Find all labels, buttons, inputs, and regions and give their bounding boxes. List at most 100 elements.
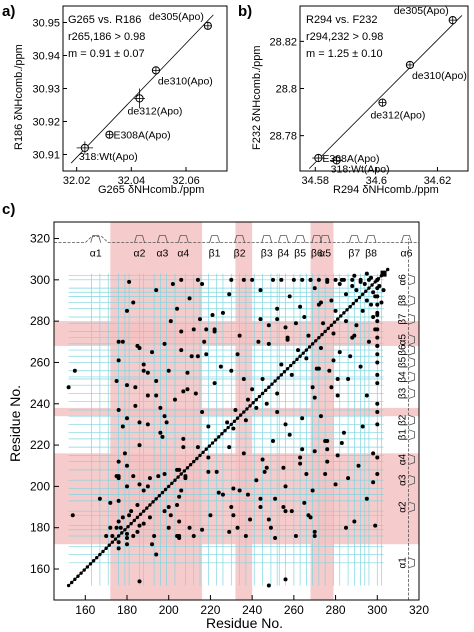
chart-c-diagonal-point [248, 404, 252, 408]
chart-c-contact-sym [323, 472, 328, 476]
chart-c-ss-top-label: β3 [261, 248, 273, 260]
chart-c-diagonal-point [198, 453, 202, 458]
chart-c-contact [145, 484, 150, 489]
chart-c-contact [250, 387, 255, 392]
chart-c-ss-right-label: β7 [398, 313, 409, 325]
chart-c-diagonal-point [279, 373, 284, 377]
chart-c-contact-sym [335, 376, 340, 381]
chart-c-contact [381, 288, 386, 293]
chart-c-ss-right-segment [408, 295, 415, 306]
chart-c-contact-sym [227, 292, 232, 297]
chart-c-contact-sym [154, 552, 159, 557]
chart-c-ytick-label: 220 [30, 438, 50, 452]
chart-c-contact-sym [231, 426, 236, 431]
chart-c-contact-sym [200, 527, 205, 532]
chart-c-contact [210, 312, 215, 317]
chart-c-contact [214, 469, 219, 474]
chart-c-xlabel: Residue No. [206, 615, 283, 631]
chart-c-contact [110, 533, 115, 538]
chart-c-ss-top-segment [90, 235, 102, 243]
chart-c-contact [175, 306, 180, 311]
chart-b-ylabel: F232 δNHcomb./ppm [251, 45, 263, 150]
chart-c-ss-top-label: β4 [277, 248, 289, 260]
chart-a-ytick-label: 30.92 [32, 117, 60, 129]
chart-c-contact [327, 368, 332, 373]
chart-c-ticks: 160 180 200 220 240 260 280 300 320 160 180 200 220 2… [30, 232, 429, 617]
chart-c-diagonal-point [182, 469, 187, 473]
chart-c-contact-sym [366, 339, 371, 344]
chart-c-contact [127, 279, 132, 284]
chart-c-ss-top-label: α4 [177, 248, 189, 260]
chart-c-diagonal-point [235, 416, 240, 420]
chart-c-contact-sym [344, 525, 348, 530]
chart-c-contact [321, 321, 326, 326]
chart-c-frame [53, 221, 420, 601]
chart-c-contact [254, 478, 259, 483]
chart-c-contact [260, 376, 265, 381]
chart-c-contact [241, 376, 246, 381]
chart-c-ss-right-segment [408, 474, 415, 486]
chart-c-contact-sym [375, 472, 380, 476]
chart-c-contact [168, 319, 173, 324]
chart-c-ss-right-label: β2 [398, 414, 409, 426]
chart-c-contact-sym [229, 505, 234, 510]
chart-c-contact-sym [243, 418, 248, 423]
chart-c-contact [125, 308, 129, 313]
chart-c-diagonal-point [238, 413, 243, 417]
chart-c-contact-sym [331, 331, 336, 336]
chart-c-diagonal-point [276, 376, 280, 380]
chart-b-point-label: 318:Wt(Apo) [331, 163, 390, 175]
chart-c-contact [116, 519, 121, 524]
chart-c-contact-sym [206, 455, 211, 460]
chart-c-diagonal-point [148, 503, 152, 507]
chart-c-ss-right-segment [408, 429, 415, 441]
chart-b-annotation-r: r294,232 > 0.98 [306, 31, 383, 43]
chart-c-contact-sym [137, 482, 142, 487]
chart-c-diagonal-point [257, 394, 262, 399]
chart-c-contact [135, 502, 140, 507]
chart-c-ss-right-segment [408, 557, 415, 569]
chart-c-contact [333, 277, 338, 282]
chart-c-diagonal-point [141, 509, 146, 513]
chart-c-contact-sym [312, 533, 317, 538]
chart-c-diagonal-point [88, 562, 93, 566]
chart-c-contact [281, 465, 286, 470]
chart-c-contact [304, 472, 309, 476]
panel-label-a: a) [2, 3, 15, 20]
chart-c-contact-sym [283, 422, 288, 427]
chart-c-contact [133, 385, 138, 390]
chart-c-contact-sym [281, 505, 286, 510]
chart-c-contact [162, 341, 167, 346]
chart-c-contact [352, 333, 357, 338]
chart-c-diagonal-point [229, 422, 233, 427]
chart-c-contact-sym [375, 455, 380, 460]
chart-c-contact [141, 488, 146, 493]
chart-c-contact [116, 339, 121, 344]
chart-c-contact-sym [373, 523, 378, 528]
chart-c-band-y [54, 453, 419, 545]
chart-c-contact [306, 333, 311, 338]
chart-c-contact [175, 533, 180, 538]
chart-c-diagonal-point [104, 546, 108, 551]
chart-c-contact [289, 509, 294, 514]
chart-c-contact-sym [195, 354, 200, 359]
chart-c-diagonal-point [335, 317, 340, 321]
chart-c-contact-sym [181, 436, 186, 441]
chart-c-contact-sym [325, 459, 330, 464]
chart-c-contact [212, 327, 217, 332]
chart-c-contact-sym [120, 424, 125, 429]
chart-a-point-label: de305(Apo) [149, 11, 204, 23]
chart-c-ytick-label: 260 [30, 355, 50, 369]
chart-c-contact-sym [125, 463, 129, 468]
chart-c-diagonal-point [320, 332, 324, 337]
chart-c-contact-sym [245, 492, 250, 497]
chart-c-contact-sym [237, 333, 242, 338]
chart-c-ss-right-segment [408, 357, 415, 368]
chart-c-contact [220, 492, 225, 497]
chart-c-contact [279, 362, 284, 367]
chart-c-ss-right-segment [408, 334, 415, 346]
chart-c-diagonal-point [245, 407, 249, 411]
chart-c-diagonal-point [354, 298, 359, 303]
